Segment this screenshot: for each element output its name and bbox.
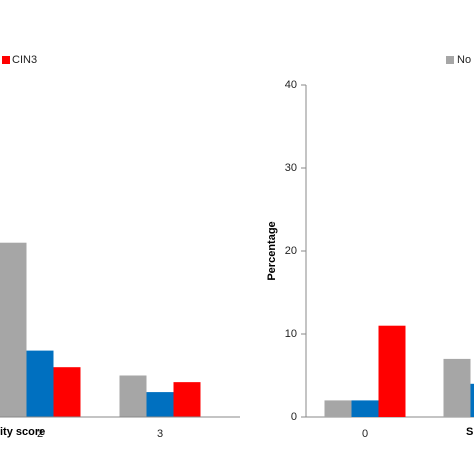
right-bar-s1-c1 — [470, 383, 474, 417]
right-x-tick-label: 0 — [362, 428, 368, 440]
left-bar-s2-c1 — [173, 382, 201, 417]
left-bar-s1-c0 — [26, 350, 54, 417]
right-legend-label-no: No — [457, 54, 471, 66]
right-legend-swatch-no — [446, 56, 454, 64]
right-y-tick-label: 40 — [285, 79, 297, 91]
left-bar-s0-c0 — [0, 242, 27, 417]
right-bar-s0-c0 — [324, 400, 352, 417]
chart-left: 2 3 ity score CIN3 — [0, 54, 240, 440]
right-bar-s1-c0 — [351, 400, 379, 417]
left-legend-label-cin3: CIN3 — [12, 54, 37, 66]
right-y-tick-label: 30 — [285, 162, 297, 174]
left-x-tick-label: 2 — [37, 428, 43, 440]
right-y-tick-label: 10 — [285, 328, 297, 340]
left-x-axis-title: ity score — [0, 426, 45, 438]
left-bar-s2-c0 — [53, 367, 81, 417]
right-bar-s2-c0 — [378, 325, 406, 417]
right-legend: No — [446, 54, 471, 66]
right-bar-s0-c1 — [443, 358, 471, 417]
chart-right: 0 10 20 30 40 0 Percentage S No — [266, 54, 474, 440]
right-y-tick-label: 0 — [291, 411, 297, 423]
right-y-tick-label: 20 — [285, 245, 297, 257]
left-legend: CIN3 — [2, 54, 37, 66]
left-bar-s1-c1 — [146, 392, 174, 417]
right-x-axis-title: S — [466, 426, 473, 438]
left-x-tick-label: 3 — [157, 428, 163, 440]
right-y-axis-title: Percentage — [266, 221, 278, 280]
left-legend-swatch-cin3 — [2, 56, 10, 64]
left-bar-s0-c1 — [119, 375, 147, 417]
